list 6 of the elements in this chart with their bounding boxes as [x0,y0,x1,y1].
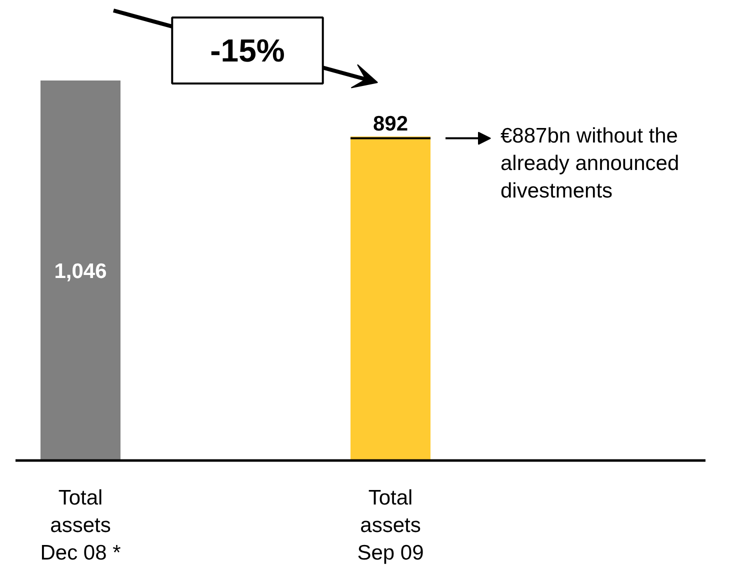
text: -15% [210,32,285,68]
data-label: 1,046 [54,260,107,283]
data-label: 892 [372,112,408,136]
legend-label: €887bn without the already announced divestments [500,124,680,202]
x-tick-label: Total assets Dec 08 * [40,486,121,565]
x-tick-label: Total assets Sep 09 [357,486,424,565]
